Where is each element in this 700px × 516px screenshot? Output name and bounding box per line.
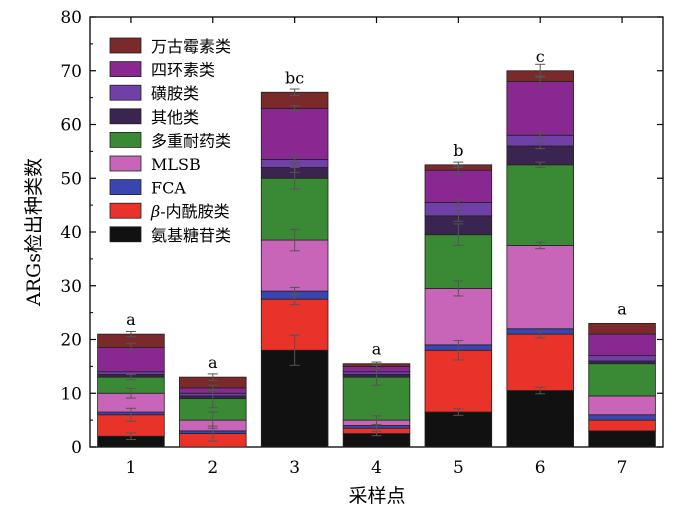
legend-label: MLSB <box>151 155 201 174</box>
bar-segment <box>588 419 656 432</box>
legend-label: FCA <box>151 179 186 198</box>
legend-label: 其他类 <box>151 108 199 127</box>
legend-swatch <box>109 202 142 219</box>
y-tick-label: 30 <box>60 277 82 297</box>
bar-segment <box>506 81 574 136</box>
significance-label: bc <box>285 68 304 87</box>
legend-label: 氨基糖苷类 <box>151 226 231 245</box>
legend-label: 万古霉素类 <box>151 37 231 56</box>
bar-segment <box>588 322 656 335</box>
significance-label: a <box>617 299 627 318</box>
x-tick-label: 4 <box>371 458 382 478</box>
y-tick-label: 80 <box>60 8 82 28</box>
y-axis: 0 10 20 30 40 50 60 70 80 <box>60 8 663 458</box>
bar-segment <box>260 349 329 448</box>
legend-label: 多重耐药类 <box>151 131 231 150</box>
bar-segment <box>260 107 329 160</box>
legend-swatch <box>109 108 142 125</box>
legend-swatch <box>109 84 142 101</box>
legend-swatch <box>109 155 142 172</box>
bar-segment <box>97 347 165 373</box>
bar-segment <box>588 414 656 421</box>
bar-segment <box>588 363 656 397</box>
x-tick-label: 3 <box>289 458 300 478</box>
x-axis-title: 采样点 <box>348 485 405 507</box>
y-axis-title: ARGs检出种类数 <box>23 158 45 307</box>
legend-swatch <box>109 179 142 196</box>
error-bar-group <box>125 63 546 442</box>
bar-segment <box>506 245 574 330</box>
bar-segment <box>424 288 493 346</box>
significance-label: c <box>536 47 545 66</box>
x-tick-label: 2 <box>207 458 218 478</box>
bar-segment <box>506 333 574 391</box>
legend-label: 四环素类 <box>151 61 215 80</box>
legend-label: β-内酰胺类 <box>150 202 230 221</box>
bar-segment <box>588 430 656 448</box>
y-tick-label: 0 <box>71 438 82 458</box>
bar-segment <box>424 169 493 203</box>
y-tick-label: 20 <box>60 331 82 351</box>
bar-segment <box>424 411 493 448</box>
y-tick-label: 10 <box>60 384 82 404</box>
significance-label: a <box>126 310 136 329</box>
significance-label: b <box>453 141 463 160</box>
y-tick-label: 40 <box>60 223 82 243</box>
significance-label: a <box>208 353 218 372</box>
significance-label: a <box>372 340 382 359</box>
bar-segment <box>588 333 656 357</box>
bar-segment <box>588 360 656 365</box>
legend-swatch <box>109 61 142 77</box>
bar-segment <box>588 355 656 362</box>
bar-segment <box>424 349 493 413</box>
bar-segment <box>506 164 574 246</box>
legend-swatch <box>109 226 142 243</box>
bar-segment <box>588 395 656 416</box>
bar-stack-group <box>97 70 656 448</box>
x-tick-label: 5 <box>453 458 464 478</box>
y-tick-label: 70 <box>60 62 82 82</box>
y-tick-label: 60 <box>60 116 82 136</box>
x-tick-label: 1 <box>126 458 137 478</box>
bar-segment <box>506 390 574 448</box>
legend-label: 磺胺类 <box>151 84 199 103</box>
legend-swatch <box>109 37 142 54</box>
y-tick-label: 50 <box>60 169 82 189</box>
x-tick-label: 6 <box>535 458 546 478</box>
x-tick-label: 7 <box>617 458 628 478</box>
legend-swatch <box>109 131 142 148</box>
